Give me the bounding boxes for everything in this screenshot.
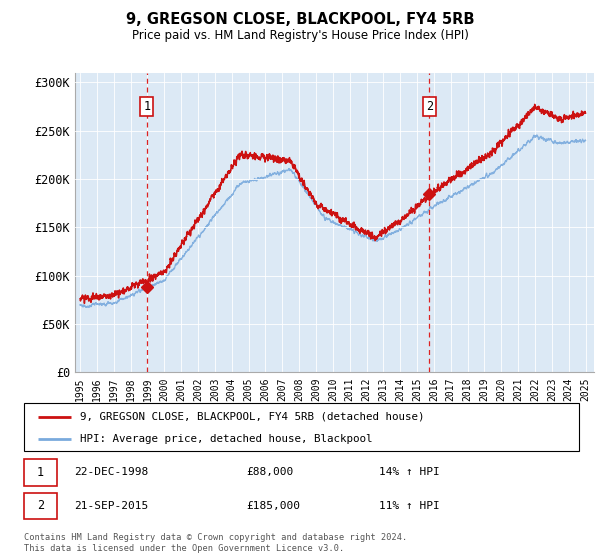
Text: 21-SEP-2015: 21-SEP-2015 bbox=[74, 501, 148, 511]
Text: 9, GREGSON CLOSE, BLACKPOOL, FY4 5RB: 9, GREGSON CLOSE, BLACKPOOL, FY4 5RB bbox=[126, 12, 474, 27]
Text: Contains HM Land Registry data © Crown copyright and database right 2024.
This d: Contains HM Land Registry data © Crown c… bbox=[24, 533, 407, 553]
Text: HPI: Average price, detached house, Blackpool: HPI: Average price, detached house, Blac… bbox=[79, 434, 372, 444]
Text: 22-DEC-1998: 22-DEC-1998 bbox=[74, 468, 148, 478]
Text: Price paid vs. HM Land Registry's House Price Index (HPI): Price paid vs. HM Land Registry's House … bbox=[131, 29, 469, 42]
Text: 1: 1 bbox=[37, 466, 44, 479]
Bar bbox=[24, 459, 58, 486]
Text: 14% ↑ HPI: 14% ↑ HPI bbox=[379, 468, 440, 478]
Text: £88,000: £88,000 bbox=[246, 468, 293, 478]
Text: 2: 2 bbox=[425, 100, 433, 113]
Text: 2: 2 bbox=[37, 500, 44, 512]
Text: 1: 1 bbox=[143, 100, 151, 113]
Bar bbox=[24, 493, 58, 519]
Text: £185,000: £185,000 bbox=[246, 501, 300, 511]
Text: 11% ↑ HPI: 11% ↑ HPI bbox=[379, 501, 440, 511]
Text: 9, GREGSON CLOSE, BLACKPOOL, FY4 5RB (detached house): 9, GREGSON CLOSE, BLACKPOOL, FY4 5RB (de… bbox=[79, 412, 424, 422]
